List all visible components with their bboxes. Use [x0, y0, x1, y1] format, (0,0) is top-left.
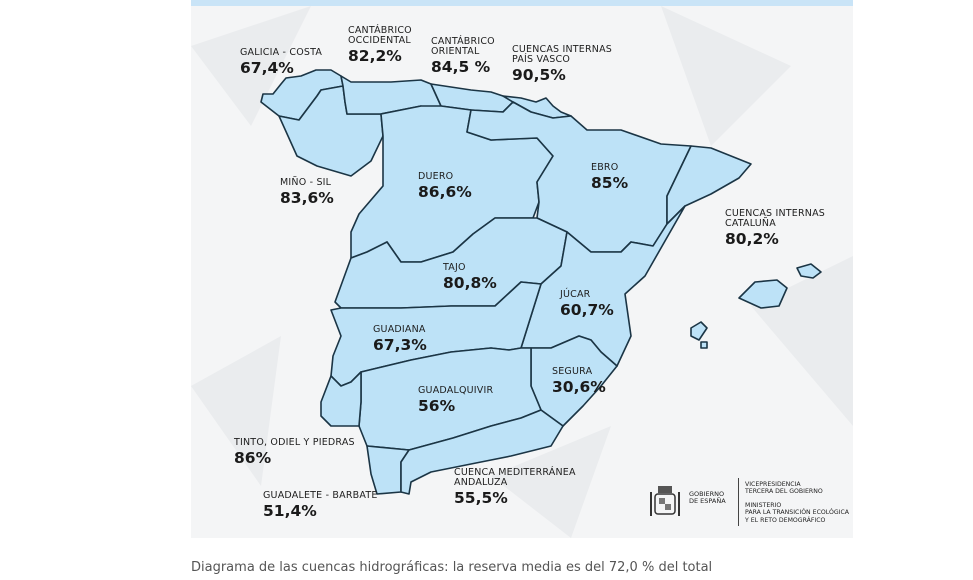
- basin-name: TAJO: [443, 262, 466, 273]
- basin-percentage: 84,5 %: [431, 57, 491, 76]
- basin-name: GUADALETE - BARBATE: [263, 490, 378, 501]
- basin-label-cataluna: CUENCAS INTERNAS CATALUÑA 80,2%: [725, 208, 826, 248]
- basin-percentage: 86%: [234, 448, 272, 467]
- basin-name: CUENCA MEDITERRÁNEA ANDALUZA: [454, 467, 576, 488]
- region-formentera: [700, 341, 708, 349]
- basin-percentage: 51,4%: [263, 501, 317, 520]
- basin-percentage: 83,6%: [280, 188, 334, 207]
- bg-shape: [191, 336, 281, 486]
- basin-percentage: 60,7%: [560, 300, 614, 319]
- basin-percentage: 56%: [418, 396, 456, 415]
- basin-percentage: 80,8%: [443, 273, 497, 292]
- basin-label-tajo: TAJO 80,8%: [443, 262, 497, 292]
- basin-name: GUADALQUIVIR: [418, 385, 494, 396]
- region-cataluna: [666, 145, 752, 225]
- basin-percentage: 86,6%: [418, 182, 472, 201]
- region-mediterranea-andaluza: [400, 409, 564, 495]
- bg-shape: [661, 6, 791, 146]
- basin-name: TINTO, ODIEL Y PIEDRAS: [234, 437, 355, 448]
- bg-shape: [491, 426, 611, 538]
- top-accent-bar: [191, 0, 853, 6]
- basin-label-guadalete-barbate: GUADALETE - BARBATE 51,4%: [263, 490, 378, 520]
- basin-name: CUENCAS INTERNAS PAÍS VASCO: [512, 44, 613, 65]
- basin-name: EBRO: [591, 162, 619, 173]
- basin-label-mino-sil: MIÑO - SIL 83,6%: [280, 177, 334, 207]
- basin-percentage: 80,2%: [725, 229, 779, 248]
- article-caption: Diagrama de las cuencas hidrográficas: l…: [191, 560, 713, 575]
- basin-label-cantabrico-oriental: CANTÁBRICO ORIENTAL 84,5 %: [431, 36, 495, 76]
- basin-label-jucar: JÚCAR 60,7%: [560, 289, 614, 319]
- logo-divider: [738, 478, 739, 526]
- reservoir-map-panel: GALICIA - COSTA 67,4% CANTÁBRICO OCCIDENTA…: [191, 6, 853, 538]
- basin-percentage: 55,5%: [454, 488, 508, 507]
- basin-label-guadalquivir: GUADALQUIVIR 56%: [418, 385, 494, 415]
- government-logo: GOBIERNO DE ESPAÑA VICEPRESIDENCIA TERCE…: [645, 476, 850, 530]
- basin-name: GALICIA - COSTA: [240, 47, 323, 58]
- region-ibiza: [690, 321, 708, 341]
- basin-name: CANTÁBRICO ORIENTAL: [431, 36, 495, 57]
- basin-percentage: 90,5%: [512, 65, 566, 84]
- royal-crest-icon: [650, 486, 680, 516]
- spain-basins-map: [191, 6, 853, 538]
- basin-label-ebro: EBRO 85%: [591, 162, 629, 192]
- basin-label-pais-vasco: CUENCAS INTERNAS PAÍS VASCO 90,5%: [512, 44, 613, 84]
- ministerio-text: MINISTERIO PARA LA TRANSICIÓN ECOLÓGICA …: [745, 502, 850, 524]
- basin-percentage: 82,2%: [348, 46, 402, 65]
- basin-name: GUADIANA: [373, 324, 426, 335]
- bg-shape: [191, 6, 311, 126]
- basin-label-duero: DUERO 86,6%: [418, 171, 472, 201]
- vicepresidencia-text: VICEPRESIDENCIA TERCERA DEL GOBIERNO: [745, 481, 823, 496]
- basin-label-guadiana: GUADIANA 67,3%: [373, 324, 427, 354]
- basin-label-galicia-costa: GALICIA - COSTA 67,4%: [240, 47, 323, 77]
- basin-percentage: 85%: [591, 173, 629, 192]
- basin-name: SEGURA: [552, 366, 593, 377]
- gobierno-text: GOBIERNO DE ESPAÑA: [689, 490, 726, 506]
- basin-name: MIÑO - SIL: [280, 177, 332, 188]
- basin-label-cantabrico-occidental: CANTÁBRICO OCCIDENTAL 82,2%: [348, 25, 412, 65]
- basin-label-mediterranea-andaluza: CUENCA MEDITERRÁNEA ANDALUZA 55,5%: [454, 467, 576, 507]
- basin-name: CUENCAS INTERNAS CATALUÑA: [725, 208, 826, 229]
- basin-percentage: 30,6%: [552, 377, 606, 396]
- region-tinto-odiel: [320, 371, 362, 427]
- basin-percentage: 67,3%: [373, 335, 427, 354]
- region-mallorca: [738, 279, 788, 309]
- basin-label-tinto-odiel-piedras: TINTO, ODIEL Y PIEDRAS 86%: [234, 437, 355, 467]
- region-menorca: [796, 263, 822, 279]
- basin-label-segura: SEGURA 30,6%: [552, 366, 606, 396]
- basin-percentage: 67,4%: [240, 58, 294, 77]
- basin-name: JÚCAR: [560, 289, 591, 300]
- basin-name: DUERO: [418, 171, 454, 182]
- basin-name: CANTÁBRICO OCCIDENTAL: [348, 25, 412, 46]
